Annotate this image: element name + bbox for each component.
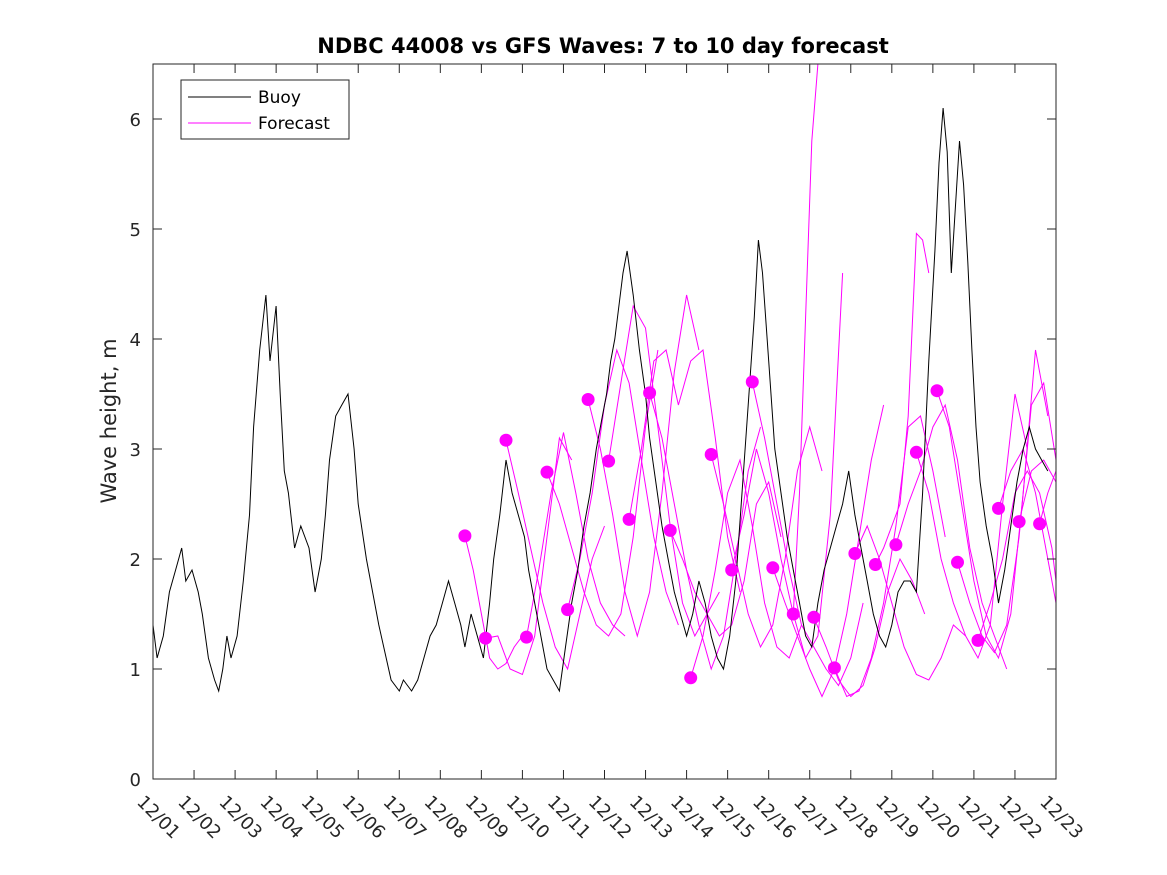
forecast-run-25 [977,469,1056,641]
forecast-marker [889,538,903,552]
forecast-marker [971,633,985,647]
forecast-run-19 [854,524,967,681]
forecast-run-26 [998,447,1056,604]
forecast-marker [909,445,923,459]
forecast-marker [561,603,575,617]
forecast-run-8 [628,349,741,593]
legend: Buoy Forecast [180,79,350,140]
legend-box [180,79,350,140]
forecast-run-28 [1039,470,1056,524]
forecast-marker [807,610,821,624]
legend-forecast-label: Forecast [258,114,330,134]
y-axis: 0 1 2 3 4 5 6 [130,110,1056,791]
forecast-marker [684,671,698,685]
forecast-marker [1012,515,1026,529]
y-tick-label: 0 [130,770,141,791]
forecast-marker [458,529,472,543]
y-tick-label: 2 [130,550,141,571]
forecast-run-7 [608,304,720,638]
forecast-run-2 [505,440,605,671]
y-tick-label: 3 [130,440,141,461]
forecast-run-3 [526,432,626,638]
forecast-run-24 [957,381,1056,654]
forecast-marker [725,563,739,577]
forecast-marker [745,375,759,389]
y-tick-label: 4 [130,330,141,351]
forecast-marker [930,384,944,398]
y-tick-label: 6 [130,110,141,131]
forecast-marker [827,661,841,675]
forecast-marker [1033,517,1047,531]
forecast-run-1 [485,436,573,676]
forecast-run-22 [915,393,1028,660]
forecast-run-13 [731,272,844,660]
forecast-run-16 [792,64,825,615]
forecast-marker [868,558,882,571]
forecast-marker [766,561,780,575]
buoy-line [153,107,1049,693]
forecast-marker [581,393,595,406]
forecast-run-20 [874,232,930,565]
forecast-marker [992,501,1005,515]
y-tick-label: 5 [130,220,141,241]
chart-title: NDBC 44008 vs GFS Waves: 7 to 10 day for… [317,34,888,58]
forecast-run-10 [669,480,782,637]
plot-area [153,64,1056,779]
forecast-run-9 [649,392,761,671]
forecast-run-5 [567,348,679,626]
forecast-run-4 [546,349,659,637]
forecast-marker [520,630,533,644]
forecast-marker [479,631,492,645]
forecast-marker [643,386,657,400]
legend-buoy-label: Buoy [258,88,301,108]
forecast-marker [540,465,554,479]
clipped-series [153,64,1056,698]
forecast-run-12 [710,425,823,649]
forecast-marker [786,607,800,621]
y-axis-label: Wave height, m [97,338,121,503]
forecast-run-21 [895,403,1008,670]
forecast-marker [704,448,718,461]
forecast-marker [622,512,636,526]
forecast-marker [663,523,677,537]
forecast-marker [602,454,616,468]
forecast-marker [848,547,862,560]
forecast-run-0 [464,535,523,670]
forecast-marker [499,433,513,447]
forecast-run-6 [587,294,700,638]
forecast-run-14 [751,381,864,687]
forecast-run-18 [833,415,946,698]
forecast-run-23 [936,349,1049,660]
y-tick-label: 1 [130,660,141,681]
forecast-marker [951,555,964,569]
forecast-run-27 [1018,459,1056,522]
series-layer [153,64,1056,698]
forecast-run-11 [690,458,802,678]
